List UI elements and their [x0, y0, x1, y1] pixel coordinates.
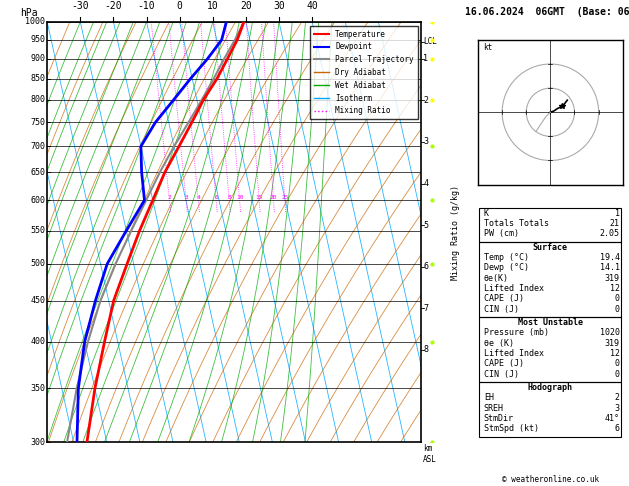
Bar	[479, 317, 621, 382]
Text: 1000: 1000	[25, 17, 45, 26]
Text: 0: 0	[615, 370, 620, 379]
Text: LCL: LCL	[423, 37, 437, 46]
Text: 12: 12	[610, 349, 620, 358]
Text: 3: 3	[423, 138, 428, 146]
Text: 700: 700	[30, 142, 45, 151]
Text: θe(K): θe(K)	[484, 274, 509, 283]
Text: 400: 400	[30, 337, 45, 347]
Text: 450: 450	[30, 296, 45, 305]
Bar	[479, 242, 621, 317]
Text: 0: 0	[615, 295, 620, 303]
Text: 19.4: 19.4	[600, 253, 620, 262]
Text: 14.1: 14.1	[600, 263, 620, 273]
Text: 2: 2	[423, 96, 428, 105]
Text: CIN (J): CIN (J)	[484, 370, 519, 379]
Text: 800: 800	[30, 95, 45, 104]
Text: Temp (°C): Temp (°C)	[484, 253, 529, 262]
Text: 319: 319	[605, 274, 620, 283]
Text: 350: 350	[30, 384, 45, 393]
Text: hPa: hPa	[19, 8, 37, 17]
Text: 3: 3	[184, 195, 188, 200]
Text: 2: 2	[167, 195, 171, 200]
Text: 319: 319	[605, 339, 620, 348]
Text: -30: -30	[72, 1, 89, 11]
Text: 12: 12	[610, 284, 620, 293]
Text: 7: 7	[423, 304, 428, 313]
Text: 25: 25	[281, 195, 289, 200]
Text: Lifted Index: Lifted Index	[484, 349, 544, 358]
Text: 0: 0	[615, 305, 620, 314]
Text: 500: 500	[30, 260, 45, 268]
Text: 15: 15	[255, 195, 263, 200]
Text: PW (cm): PW (cm)	[484, 229, 519, 239]
Text: 8: 8	[423, 346, 428, 354]
Text: 41°: 41°	[605, 414, 620, 423]
Text: 1: 1	[615, 209, 620, 218]
Text: Totals Totals: Totals Totals	[484, 219, 549, 228]
Text: Pressure (mb): Pressure (mb)	[484, 329, 549, 337]
Text: kt: kt	[483, 43, 492, 52]
Text: 8: 8	[227, 195, 231, 200]
Text: K: K	[484, 209, 489, 218]
Text: 20: 20	[240, 1, 252, 11]
Text: SREH: SREH	[484, 404, 504, 413]
Text: © weatheronline.co.uk: © weatheronline.co.uk	[502, 474, 599, 484]
Text: 750: 750	[30, 118, 45, 127]
Text: 6: 6	[615, 424, 620, 434]
Text: CAPE (J): CAPE (J)	[484, 295, 524, 303]
Text: 900: 900	[30, 54, 45, 63]
Text: 2.05: 2.05	[600, 229, 620, 239]
Text: 6: 6	[214, 195, 218, 200]
Text: 30: 30	[273, 1, 285, 11]
Text: km
ASL: km ASL	[423, 444, 437, 464]
Text: Lifted Index: Lifted Index	[484, 284, 544, 293]
Text: Dewp (°C): Dewp (°C)	[484, 263, 529, 273]
Text: Hodograph: Hodograph	[528, 383, 573, 392]
Text: 1: 1	[423, 54, 428, 63]
Text: 2: 2	[615, 393, 620, 402]
Text: 4: 4	[423, 179, 428, 188]
Text: 0: 0	[177, 1, 182, 11]
Text: 16.06.2024  06GMT  (Base: 06): 16.06.2024 06GMT (Base: 06)	[465, 7, 629, 17]
Text: 600: 600	[30, 196, 45, 205]
Text: StmSpd (kt): StmSpd (kt)	[484, 424, 539, 434]
Text: 550: 550	[30, 226, 45, 235]
Text: 300: 300	[30, 438, 45, 447]
Bar	[479, 208, 621, 242]
Text: 650: 650	[30, 168, 45, 177]
Text: -20: -20	[104, 1, 122, 11]
Text: 950: 950	[30, 35, 45, 44]
Text: 10: 10	[207, 1, 219, 11]
Text: 21: 21	[610, 219, 620, 228]
Legend: Temperature, Dewpoint, Parcel Trajectory, Dry Adiabat, Wet Adiabat, Isotherm, Mi: Temperature, Dewpoint, Parcel Trajectory…	[310, 26, 418, 119]
Text: 5: 5	[423, 221, 428, 229]
Text: 6: 6	[423, 262, 428, 271]
Text: 1020: 1020	[600, 329, 620, 337]
Text: CAPE (J): CAPE (J)	[484, 359, 524, 368]
Text: 40: 40	[306, 1, 318, 11]
Text: Surface: Surface	[533, 243, 568, 252]
Text: 20: 20	[270, 195, 277, 200]
Bar	[479, 382, 621, 437]
Text: Most Unstable: Most Unstable	[518, 318, 583, 327]
Text: 10: 10	[236, 195, 243, 200]
Text: 4: 4	[196, 195, 200, 200]
Text: 0: 0	[615, 359, 620, 368]
Text: CIN (J): CIN (J)	[484, 305, 519, 314]
Text: -10: -10	[138, 1, 155, 11]
Text: θe (K): θe (K)	[484, 339, 514, 348]
Text: StmDir: StmDir	[484, 414, 514, 423]
Text: Mixing Ratio (g/kg): Mixing Ratio (g/kg)	[450, 185, 460, 279]
Text: 850: 850	[30, 74, 45, 83]
Text: EH: EH	[484, 393, 494, 402]
Text: 3: 3	[615, 404, 620, 413]
